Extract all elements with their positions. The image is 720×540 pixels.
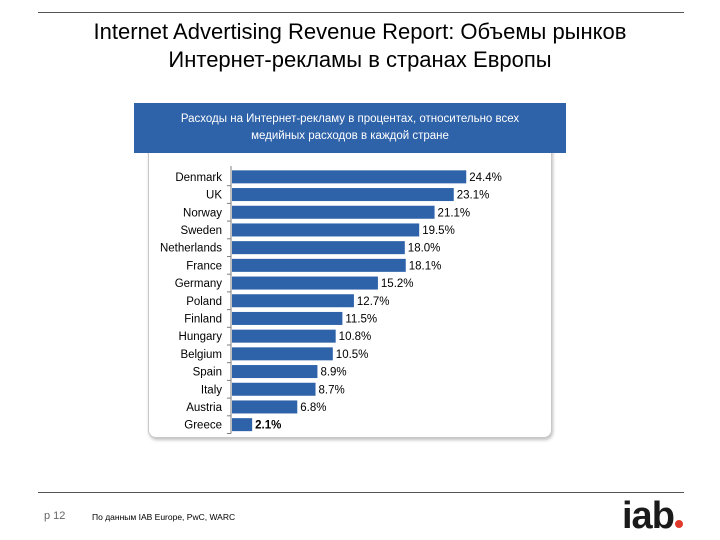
value-label: 12.7%	[357, 296, 390, 308]
value-label: 24.4%	[469, 172, 502, 184]
category-label: France	[186, 260, 222, 272]
page-title-line1: Internet Advertising Revenue Report: Объ…	[93, 19, 627, 44]
category-label: Netherlands	[160, 243, 222, 255]
category-label: Greece	[184, 420, 222, 432]
value-label: 15.2%	[381, 278, 414, 290]
source-note: По данным IAB Europe, PwC, WARC	[92, 512, 236, 522]
top-rule	[38, 12, 684, 13]
value-label: 18.0%	[408, 243, 441, 255]
value-label: 21.1%	[438, 207, 471, 219]
value-label: 8.9%	[320, 367, 346, 379]
iab-logo-text: iab	[622, 495, 675, 537]
bar	[232, 258, 406, 272]
category-label: Hungary	[179, 331, 223, 343]
value-label: 10.5%	[336, 349, 369, 361]
category-label: Belgium	[180, 349, 222, 361]
category-label: Norway	[183, 207, 222, 219]
bar	[232, 170, 467, 184]
bar	[232, 382, 316, 396]
chart-subtitle-line2: медийных расходов в каждой стране	[251, 130, 449, 142]
bar	[232, 294, 354, 308]
bar	[232, 276, 378, 290]
category-label: Sweden	[180, 225, 222, 237]
bar	[232, 418, 253, 432]
category-label: Austria	[186, 402, 222, 414]
value-label: 11.5%	[345, 313, 377, 325]
bar	[232, 329, 336, 343]
category-label: Denmark	[175, 172, 222, 184]
bar	[232, 347, 333, 361]
bar	[232, 241, 405, 255]
chart-subtitle-line1: Расходы на Интернет-рекламу в процентах,…	[180, 113, 520, 125]
page-title-line2: Интернет-рекламы в странах Европы	[168, 47, 552, 72]
bar	[232, 400, 298, 414]
category-label: Finland	[184, 313, 222, 325]
iab-logo: iab	[622, 496, 683, 536]
bottom-rule	[38, 492, 684, 493]
value-label: 19.5%	[422, 225, 455, 237]
bar	[232, 365, 318, 379]
bar	[232, 205, 435, 219]
value-label: 23.1%	[457, 190, 490, 202]
value-label: 8.7%	[319, 384, 345, 396]
iab-logo-dot	[674, 520, 683, 528]
value-label: 10.8%	[339, 331, 372, 343]
bar	[232, 223, 420, 237]
page-title: Internet Advertising Revenue Report: Объ…	[40, 18, 680, 74]
bar	[232, 188, 454, 202]
bar	[232, 311, 343, 325]
category-label: Spain	[193, 367, 222, 379]
category-label: UK	[206, 190, 222, 202]
category-label: Italy	[201, 384, 222, 396]
category-label: Germany	[175, 278, 223, 290]
value-label: 18.1%	[409, 260, 442, 272]
page-number: p 12	[44, 510, 66, 522]
chart-subtitle: Расходы на Интернет-рекламу в процентах,…	[134, 103, 566, 153]
category-label: Poland	[186, 296, 222, 308]
value-label: 2.1%	[255, 420, 281, 432]
value-label: 6.8%	[300, 402, 326, 414]
